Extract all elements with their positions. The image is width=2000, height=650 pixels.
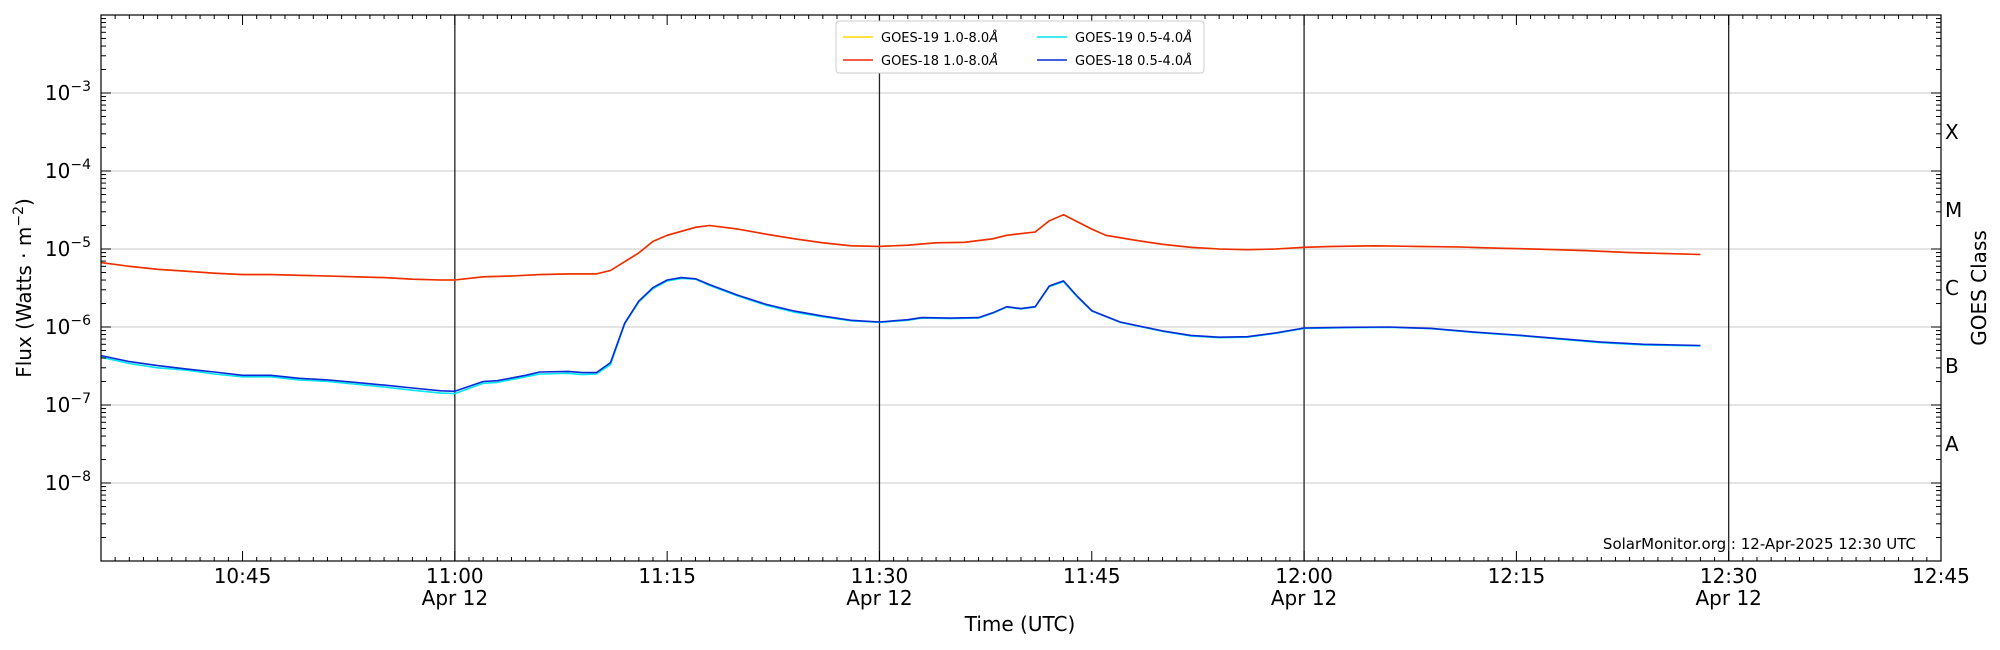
day-marker-lines — [454, 15, 1730, 561]
y-tick-labels: 10−3 10−4 10−5 10−6 10−7 10−8 — [45, 79, 91, 495]
x-tick-label-3: 11:30 — [851, 564, 909, 588]
x-tick-label-0: 10:45 — [214, 564, 272, 588]
x-tick-label-8: 12:45 — [1912, 564, 1970, 588]
grid-lines — [101, 92, 1941, 484]
goes-class-x: X — [1945, 120, 1959, 144]
legend-label-0: GOES-19 1.0-8.0Å — [881, 30, 998, 46]
x-tick-date-5: Apr 12 — [1271, 586, 1337, 610]
x-tick-date-3: Apr 12 — [846, 586, 912, 610]
source-annotation: SolarMonitor.org : 12-Apr-2025 12:30 UTC — [1603, 535, 1916, 553]
legend-label-1: GOES-18 1.0-8.0Å — [881, 53, 998, 69]
y-tick-label-3: 10−6 — [45, 313, 91, 339]
x-tick-label-4: 11:45 — [1063, 564, 1121, 588]
y-tick-label-1: 10−4 — [45, 157, 91, 183]
x-tick-date-7: Apr 12 — [1695, 586, 1761, 610]
series-line-3 — [100, 276, 1701, 393]
legend: GOES-19 1.0-8.0Å GOES-18 1.0-8.0Å GOES-19 … — [835, 20, 1205, 74]
x-tick-label-1: 11:00 — [426, 564, 484, 588]
goes-class-a: A — [1945, 432, 1959, 456]
y-tick-label-4: 10−7 — [45, 391, 91, 417]
legend-frame — [835, 20, 1205, 74]
goes-class-c: C — [1945, 276, 1959, 300]
x-tick-label-7: 12:30 — [1700, 564, 1758, 588]
goes-class-axis-label: GOES Class — [1967, 230, 1991, 346]
y-tick-label-2: 10−5 — [45, 235, 91, 261]
y-axis-label: Flux (Watts · m−2) — [11, 198, 36, 378]
x-tick-label-6: 12:15 — [1488, 564, 1546, 588]
y-tick-label-0: 10−3 — [45, 79, 91, 105]
legend-label-2: GOES-19 0.5-4.0Å — [1075, 30, 1192, 46]
x-tick-label-5: 12:00 — [1275, 564, 1333, 588]
plot-area-frame — [100, 14, 1942, 562]
series-lines — [100, 213, 1701, 395]
goes-class-b: B — [1945, 354, 1959, 378]
x-axis-label: Time (UTC) — [964, 612, 1076, 636]
x-tick-label-2: 11:15 — [638, 564, 696, 588]
legend-label-3: GOES-18 0.5-4.0Å — [1075, 53, 1192, 69]
axis-ticks — [100, 14, 1942, 562]
series-line-2 — [100, 277, 1701, 395]
x-tick-date-1: Apr 12 — [422, 586, 488, 610]
goes-class-labels: X M C B A — [1945, 120, 1962, 456]
goes-class-m: M — [1945, 198, 1962, 222]
series-line-1 — [100, 213, 1701, 281]
y-tick-label-5: 10−8 — [45, 469, 91, 495]
